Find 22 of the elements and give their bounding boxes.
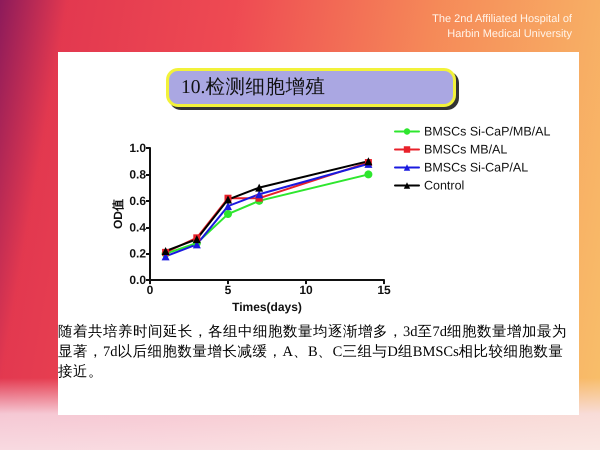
legend-label: BMSCs Si-CaP/AL: [424, 160, 528, 174]
point: [364, 170, 372, 178]
y-tick-label: 0.2: [129, 246, 146, 261]
y-tick-label: 0.0: [129, 273, 146, 288]
legend-label: BMSCs MB/AL: [424, 142, 508, 156]
y-tick-label: 0.8: [129, 167, 146, 182]
y-tick-label: 0.4: [129, 220, 146, 234]
x-tick-label: 10: [299, 283, 313, 298]
y-tick-label: 1.0: [129, 141, 146, 155]
point: [255, 184, 264, 192]
legend-label: BMSCs Si-CaP/MB/AL: [424, 124, 550, 138]
x-axis-title: Times(days): [232, 300, 302, 314]
legend-label: Control: [424, 178, 464, 192]
x-tick-label: 5: [224, 283, 232, 298]
text: 随着共培养时间延长，各组中细胞数量均逐渐增多，3d至7d细胞数量增加最为显著，7d以后细胞数量增长减缓，A、B、C三组与D组BMSCs相比较细胞数量接近。: [58, 322, 568, 382]
x-tick-label: 15: [377, 283, 391, 298]
chart-title: 10.检测细胞增殖: [181, 76, 326, 100]
text: The 2nd Affiliated Hospital of Harbin Medical University: [431, 12, 572, 42]
y-tick-label: 0.6: [129, 194, 146, 208]
x-tick-label: 0: [146, 283, 154, 298]
y-axis-title: OD值: [111, 199, 125, 230]
point: [224, 210, 232, 218]
